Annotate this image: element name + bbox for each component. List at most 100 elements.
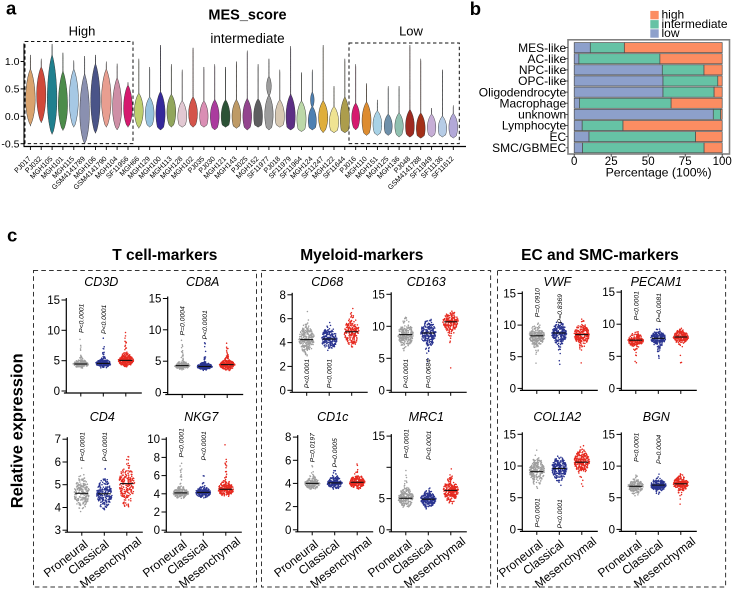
svg-text:P<0.0001: P<0.0001 — [79, 432, 86, 462]
svg-text:5: 5 — [609, 351, 615, 363]
svg-text:high: high — [662, 8, 685, 22]
svg-text:Oligodendrocyte: Oligodendrocyte — [479, 85, 567, 99]
svg-text:P=0.0004: P=0.0004 — [180, 306, 187, 336]
svg-text:5: 5 — [379, 494, 385, 506]
svg-text:PECAM1: PECAM1 — [631, 275, 682, 289]
svg-text:intermediate: intermediate — [210, 31, 284, 46]
svg-text:MES_score: MES_score — [208, 7, 286, 23]
svg-text:P=0.0081: P=0.0081 — [656, 293, 663, 323]
svg-text:0: 0 — [609, 524, 615, 536]
svg-text:Percentage (100%): Percentage (100%) — [606, 166, 712, 180]
svg-text:15: 15 — [503, 288, 516, 300]
svg-text:SMC/GBMEC: SMC/GBMEC — [492, 141, 566, 155]
svg-text:CD8A: CD8A — [186, 275, 219, 289]
svg-text:OPC-like: OPC-like — [518, 74, 566, 88]
svg-text:P<0.0001: P<0.0001 — [557, 499, 564, 529]
svg-text:COL1A2: COL1A2 — [533, 410, 581, 424]
svg-text:P<0.0001: P<0.0001 — [304, 359, 311, 389]
svg-text:0.0: 0.0 — [5, 111, 20, 123]
svg-text:0: 0 — [279, 385, 285, 397]
svg-text:CD4: CD4 — [90, 410, 115, 424]
svg-text:Low: Low — [399, 24, 423, 39]
svg-text:0: 0 — [155, 388, 161, 400]
svg-text:-0.5: -0.5 — [1, 138, 19, 150]
svg-text:1.0: 1.0 — [5, 56, 20, 68]
svg-text:0: 0 — [154, 525, 160, 537]
svg-text:0: 0 — [609, 383, 615, 395]
svg-text:10: 10 — [149, 325, 162, 337]
svg-text:b: b — [470, 0, 481, 19]
svg-text:Relative expression: Relative expression — [9, 353, 27, 508]
svg-text:P<0.0001: P<0.0001 — [633, 432, 640, 462]
svg-text:P<0.0001: P<0.0001 — [178, 428, 185, 458]
svg-text:Myeloid-markers: Myeloid-markers — [300, 247, 423, 264]
svg-text:P<0.0684: P<0.0684 — [426, 359, 433, 389]
svg-text:c: c — [7, 225, 17, 246]
svg-text:5: 5 — [55, 480, 61, 492]
svg-text:6: 6 — [279, 314, 285, 326]
svg-text:a: a — [6, 0, 17, 18]
svg-text:P=0.0197: P=0.0197 — [310, 433, 317, 463]
svg-text:5: 5 — [155, 356, 161, 368]
svg-text:0.5: 0.5 — [5, 84, 20, 96]
svg-text:5: 5 — [609, 493, 615, 505]
svg-text:P<0.0001: P<0.0001 — [202, 310, 209, 340]
svg-text:7: 7 — [55, 434, 61, 446]
svg-text:0: 0 — [510, 383, 516, 395]
svg-text:P<0.0001: P<0.0001 — [403, 359, 410, 389]
svg-text:10: 10 — [372, 321, 385, 333]
svg-text:0: 0 — [571, 156, 577, 168]
svg-text:MRC1: MRC1 — [409, 410, 444, 424]
svg-text:P=0.0005: P=0.0005 — [332, 438, 339, 468]
svg-text:15: 15 — [602, 287, 615, 299]
svg-text:CD68: CD68 — [311, 275, 343, 289]
svg-text:P<0.0001: P<0.0001 — [201, 431, 208, 461]
svg-text:10: 10 — [503, 461, 516, 473]
svg-text:BGN: BGN — [643, 410, 671, 424]
svg-text:P=0.8369: P=0.8369 — [557, 294, 564, 324]
svg-text:EC and SMC-markers: EC and SMC-markers — [521, 247, 679, 264]
svg-text:10: 10 — [147, 434, 160, 446]
svg-text:6: 6 — [154, 471, 160, 483]
svg-text:unknown: unknown — [518, 108, 566, 122]
svg-text:6: 6 — [285, 455, 291, 467]
svg-text:5: 5 — [510, 352, 516, 364]
svg-text:75: 75 — [679, 156, 692, 168]
svg-text:low: low — [662, 26, 680, 40]
svg-text:High: High — [69, 24, 96, 39]
svg-text:VWF: VWF — [543, 275, 572, 289]
svg-text:5: 5 — [54, 356, 60, 368]
svg-text:Macrophage: Macrophage — [499, 97, 566, 111]
svg-text:0: 0 — [285, 525, 291, 537]
svg-text:5: 5 — [510, 493, 516, 505]
svg-text:P<0.0001: P<0.0001 — [327, 359, 334, 389]
svg-text:P<0.0001: P<0.0001 — [102, 432, 109, 462]
svg-text:P<0.0001: P<0.0001 — [534, 498, 541, 528]
svg-text:8: 8 — [154, 452, 160, 464]
svg-text:4: 4 — [154, 489, 161, 501]
svg-text:MES-like: MES-like — [518, 41, 566, 55]
svg-text:15: 15 — [503, 429, 516, 441]
svg-text:0: 0 — [54, 386, 60, 398]
svg-text:EC: EC — [550, 130, 567, 144]
svg-text:intermediate: intermediate — [662, 17, 728, 31]
svg-text:4: 4 — [55, 503, 62, 515]
svg-text:15: 15 — [149, 294, 162, 306]
svg-text:4: 4 — [285, 478, 292, 490]
svg-text:0: 0 — [379, 525, 385, 537]
svg-text:10: 10 — [47, 325, 60, 337]
svg-text:0: 0 — [378, 385, 384, 397]
svg-text:8: 8 — [279, 290, 285, 302]
svg-text:50: 50 — [642, 156, 655, 168]
svg-text:5: 5 — [378, 353, 384, 365]
svg-text:P<0.0001: P<0.0001 — [78, 303, 85, 333]
svg-text:25: 25 — [605, 156, 618, 168]
svg-text:P<0.0001: P<0.0001 — [426, 430, 433, 460]
svg-text:P=0.0910: P=0.0910 — [534, 288, 541, 318]
svg-text:15: 15 — [372, 431, 385, 443]
svg-text:10: 10 — [602, 319, 615, 331]
svg-text:P=0.0004: P=0.0004 — [656, 434, 663, 464]
svg-text:AC-like: AC-like — [528, 52, 567, 66]
svg-text:6: 6 — [55, 457, 61, 469]
svg-text:NPC-like: NPC-like — [519, 63, 567, 77]
